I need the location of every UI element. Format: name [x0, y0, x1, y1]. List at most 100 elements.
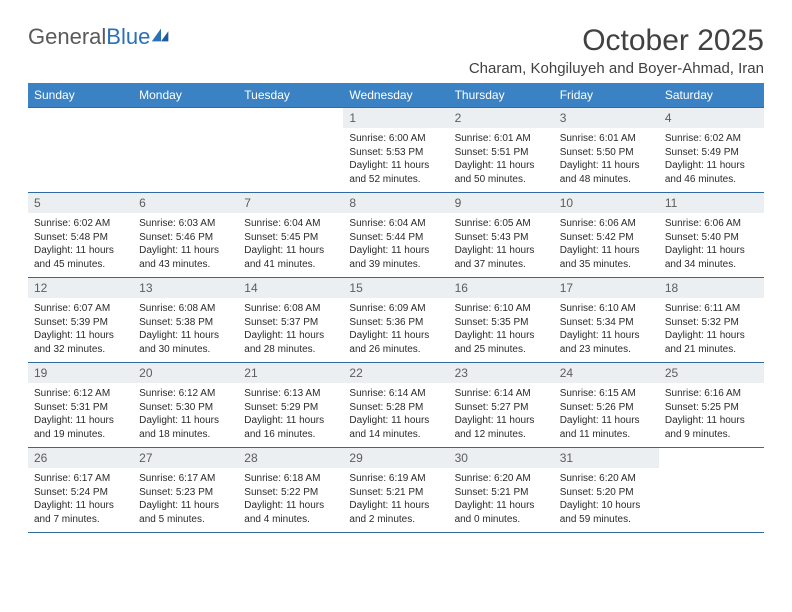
sunset-line: Sunset: 5:53 PM: [349, 146, 442, 160]
sunset-line: Sunset: 5:36 PM: [349, 316, 442, 330]
weekday-header: Saturday: [659, 83, 764, 108]
daylight-line: Daylight: 11 hours and 39 minutes.: [349, 244, 442, 271]
day-content: Sunrise: 6:17 AMSunset: 5:23 PMDaylight:…: [133, 468, 238, 532]
sunrise-line: Sunrise: 6:16 AM: [665, 387, 758, 401]
sunrise-line: Sunrise: 6:15 AM: [560, 387, 653, 401]
sunrise-line: Sunrise: 6:17 AM: [139, 472, 232, 486]
sunrise-line: Sunrise: 6:08 AM: [139, 302, 232, 316]
daylight-line: Daylight: 11 hours and 30 minutes.: [139, 329, 232, 356]
sunrise-line: Sunrise: 6:12 AM: [139, 387, 232, 401]
day-number: 23: [449, 363, 554, 383]
day-content: Sunrise: 6:06 AMSunset: 5:42 PMDaylight:…: [554, 213, 659, 277]
daylight-line: Daylight: 11 hours and 14 minutes.: [349, 414, 442, 441]
sunset-line: Sunset: 5:49 PM: [665, 146, 758, 160]
day-number: 4: [659, 108, 764, 128]
day-content: Sunrise: 6:12 AMSunset: 5:30 PMDaylight:…: [133, 383, 238, 447]
sunset-line: Sunset: 5:43 PM: [455, 231, 548, 245]
sunset-line: Sunset: 5:39 PM: [34, 316, 127, 330]
month-title: October 2025: [469, 24, 764, 58]
day-content: Sunrise: 6:00 AMSunset: 5:53 PMDaylight:…: [343, 128, 448, 192]
day-content: Sunrise: 6:08 AMSunset: 5:37 PMDaylight:…: [238, 298, 343, 362]
sunset-line: Sunset: 5:38 PM: [139, 316, 232, 330]
sunrise-line: Sunrise: 6:06 AM: [665, 217, 758, 231]
sunrise-line: Sunrise: 6:12 AM: [34, 387, 127, 401]
weekday-header: Wednesday: [343, 83, 448, 108]
calendar-day-cell: [28, 108, 133, 193]
daylight-line: Daylight: 11 hours and 48 minutes.: [560, 159, 653, 186]
calendar-day-cell: 21Sunrise: 6:13 AMSunset: 5:29 PMDayligh…: [238, 363, 343, 448]
day-number: 28: [238, 448, 343, 468]
calendar-day-cell: 23Sunrise: 6:14 AMSunset: 5:27 PMDayligh…: [449, 363, 554, 448]
calendar-day-cell: 18Sunrise: 6:11 AMSunset: 5:32 PMDayligh…: [659, 278, 764, 363]
sunrise-line: Sunrise: 6:14 AM: [349, 387, 442, 401]
logo-text-a: General: [28, 24, 106, 49]
calendar-day-cell: 10Sunrise: 6:06 AMSunset: 5:42 PMDayligh…: [554, 193, 659, 278]
day-content: Sunrise: 6:10 AMSunset: 5:34 PMDaylight:…: [554, 298, 659, 362]
day-number: 8: [343, 193, 448, 213]
daylight-line: Daylight: 11 hours and 43 minutes.: [139, 244, 232, 271]
daylight-line: Daylight: 11 hours and 11 minutes.: [560, 414, 653, 441]
calendar-day-cell: 11Sunrise: 6:06 AMSunset: 5:40 PMDayligh…: [659, 193, 764, 278]
day-content: Sunrise: 6:14 AMSunset: 5:27 PMDaylight:…: [449, 383, 554, 447]
sunset-line: Sunset: 5:21 PM: [349, 486, 442, 500]
day-number: 2: [449, 108, 554, 128]
day-number: 6: [133, 193, 238, 213]
day-content: Sunrise: 6:14 AMSunset: 5:28 PMDaylight:…: [343, 383, 448, 447]
day-number: 11: [659, 193, 764, 213]
day-content: Sunrise: 6:15 AMSunset: 5:26 PMDaylight:…: [554, 383, 659, 447]
day-content: Sunrise: 6:06 AMSunset: 5:40 PMDaylight:…: [659, 213, 764, 277]
calendar-day-cell: 31Sunrise: 6:20 AMSunset: 5:20 PMDayligh…: [554, 448, 659, 533]
sunset-line: Sunset: 5:46 PM: [139, 231, 232, 245]
day-content: Sunrise: 6:20 AMSunset: 5:21 PMDaylight:…: [449, 468, 554, 532]
day-number: 17: [554, 278, 659, 298]
sunset-line: Sunset: 5:30 PM: [139, 401, 232, 415]
daylight-line: Daylight: 11 hours and 46 minutes.: [665, 159, 758, 186]
title-block: October 2025 Charam, Kohgiluyeh and Boye…: [469, 24, 764, 77]
sunset-line: Sunset: 5:44 PM: [349, 231, 442, 245]
sunrise-line: Sunrise: 6:10 AM: [455, 302, 548, 316]
calendar-day-cell: 3Sunrise: 6:01 AMSunset: 5:50 PMDaylight…: [554, 108, 659, 193]
sunrise-line: Sunrise: 6:01 AM: [455, 132, 548, 146]
weekday-header: Monday: [133, 83, 238, 108]
logo: GeneralBlue: [28, 24, 172, 50]
calendar-week-row: 1Sunrise: 6:00 AMSunset: 5:53 PMDaylight…: [28, 108, 764, 193]
day-number: 26: [28, 448, 133, 468]
day-number: 7: [238, 193, 343, 213]
daylight-line: Daylight: 11 hours and 25 minutes.: [455, 329, 548, 356]
daylight-line: Daylight: 11 hours and 23 minutes.: [560, 329, 653, 356]
calendar-day-cell: 8Sunrise: 6:04 AMSunset: 5:44 PMDaylight…: [343, 193, 448, 278]
calendar-day-cell: 4 Sunrise: 6:02 AMSunset: 5:49 PMDaylight…: [659, 108, 764, 193]
day-content: Sunrise: 6:18 AMSunset: 5:22 PMDaylight:…: [238, 468, 343, 532]
day-content: Sunrise: 6:11 AMSunset: 5:32 PMDaylight:…: [659, 298, 764, 362]
daylight-line: Daylight: 11 hours and 28 minutes.: [244, 329, 337, 356]
calendar-day-cell: [238, 108, 343, 193]
sunrise-line: Sunrise: 6:01 AM: [560, 132, 653, 146]
sunset-line: Sunset: 5:34 PM: [560, 316, 653, 330]
sunrise-line: Sunrise: 6:14 AM: [455, 387, 548, 401]
day-content: Sunrise: 6:01 AMSunset: 5:51 PMDaylight:…: [449, 128, 554, 192]
day-content: Sunrise: 6:17 AMSunset: 5:24 PMDaylight:…: [28, 468, 133, 532]
sunset-line: Sunset: 5:40 PM: [665, 231, 758, 245]
sunrise-line: Sunrise: 6:00 AM: [349, 132, 442, 146]
calendar-day-cell: 20Sunrise: 6:12 AMSunset: 5:30 PMDayligh…: [133, 363, 238, 448]
day-number: 9: [449, 193, 554, 213]
calendar-week-row: 26Sunrise: 6:17 AMSunset: 5:24 PMDayligh…: [28, 448, 764, 533]
calendar-day-cell: 19Sunrise: 6:12 AMSunset: 5:31 PMDayligh…: [28, 363, 133, 448]
day-number: 30: [449, 448, 554, 468]
sunrise-line: Sunrise: 6:02 AM: [665, 132, 758, 146]
calendar-day-cell: 1Sunrise: 6:00 AMSunset: 5:53 PMDaylight…: [343, 108, 448, 193]
calendar-day-cell: 14Sunrise: 6:08 AMSunset: 5:37 PMDayligh…: [238, 278, 343, 363]
day-number: 25: [659, 363, 764, 383]
sunrise-line: Sunrise: 6:07 AM: [34, 302, 127, 316]
day-number: 15: [343, 278, 448, 298]
calendar-week-row: 12Sunrise: 6:07 AMSunset: 5:39 PMDayligh…: [28, 278, 764, 363]
daylight-line: Daylight: 11 hours and 16 minutes.: [244, 414, 337, 441]
day-content: Sunrise: 6:09 AMSunset: 5:36 PMDaylight:…: [343, 298, 448, 362]
location-subtitle: Charam, Kohgiluyeh and Boyer-Ahmad, Iran: [469, 60, 764, 77]
sunrise-line: Sunrise: 6:13 AM: [244, 387, 337, 401]
day-number: 18: [659, 278, 764, 298]
sunset-line: Sunset: 5:22 PM: [244, 486, 337, 500]
day-content: Sunrise: 6:03 AMSunset: 5:46 PMDaylight:…: [133, 213, 238, 277]
sunset-line: Sunset: 5:29 PM: [244, 401, 337, 415]
sunrise-line: Sunrise: 6:06 AM: [560, 217, 653, 231]
